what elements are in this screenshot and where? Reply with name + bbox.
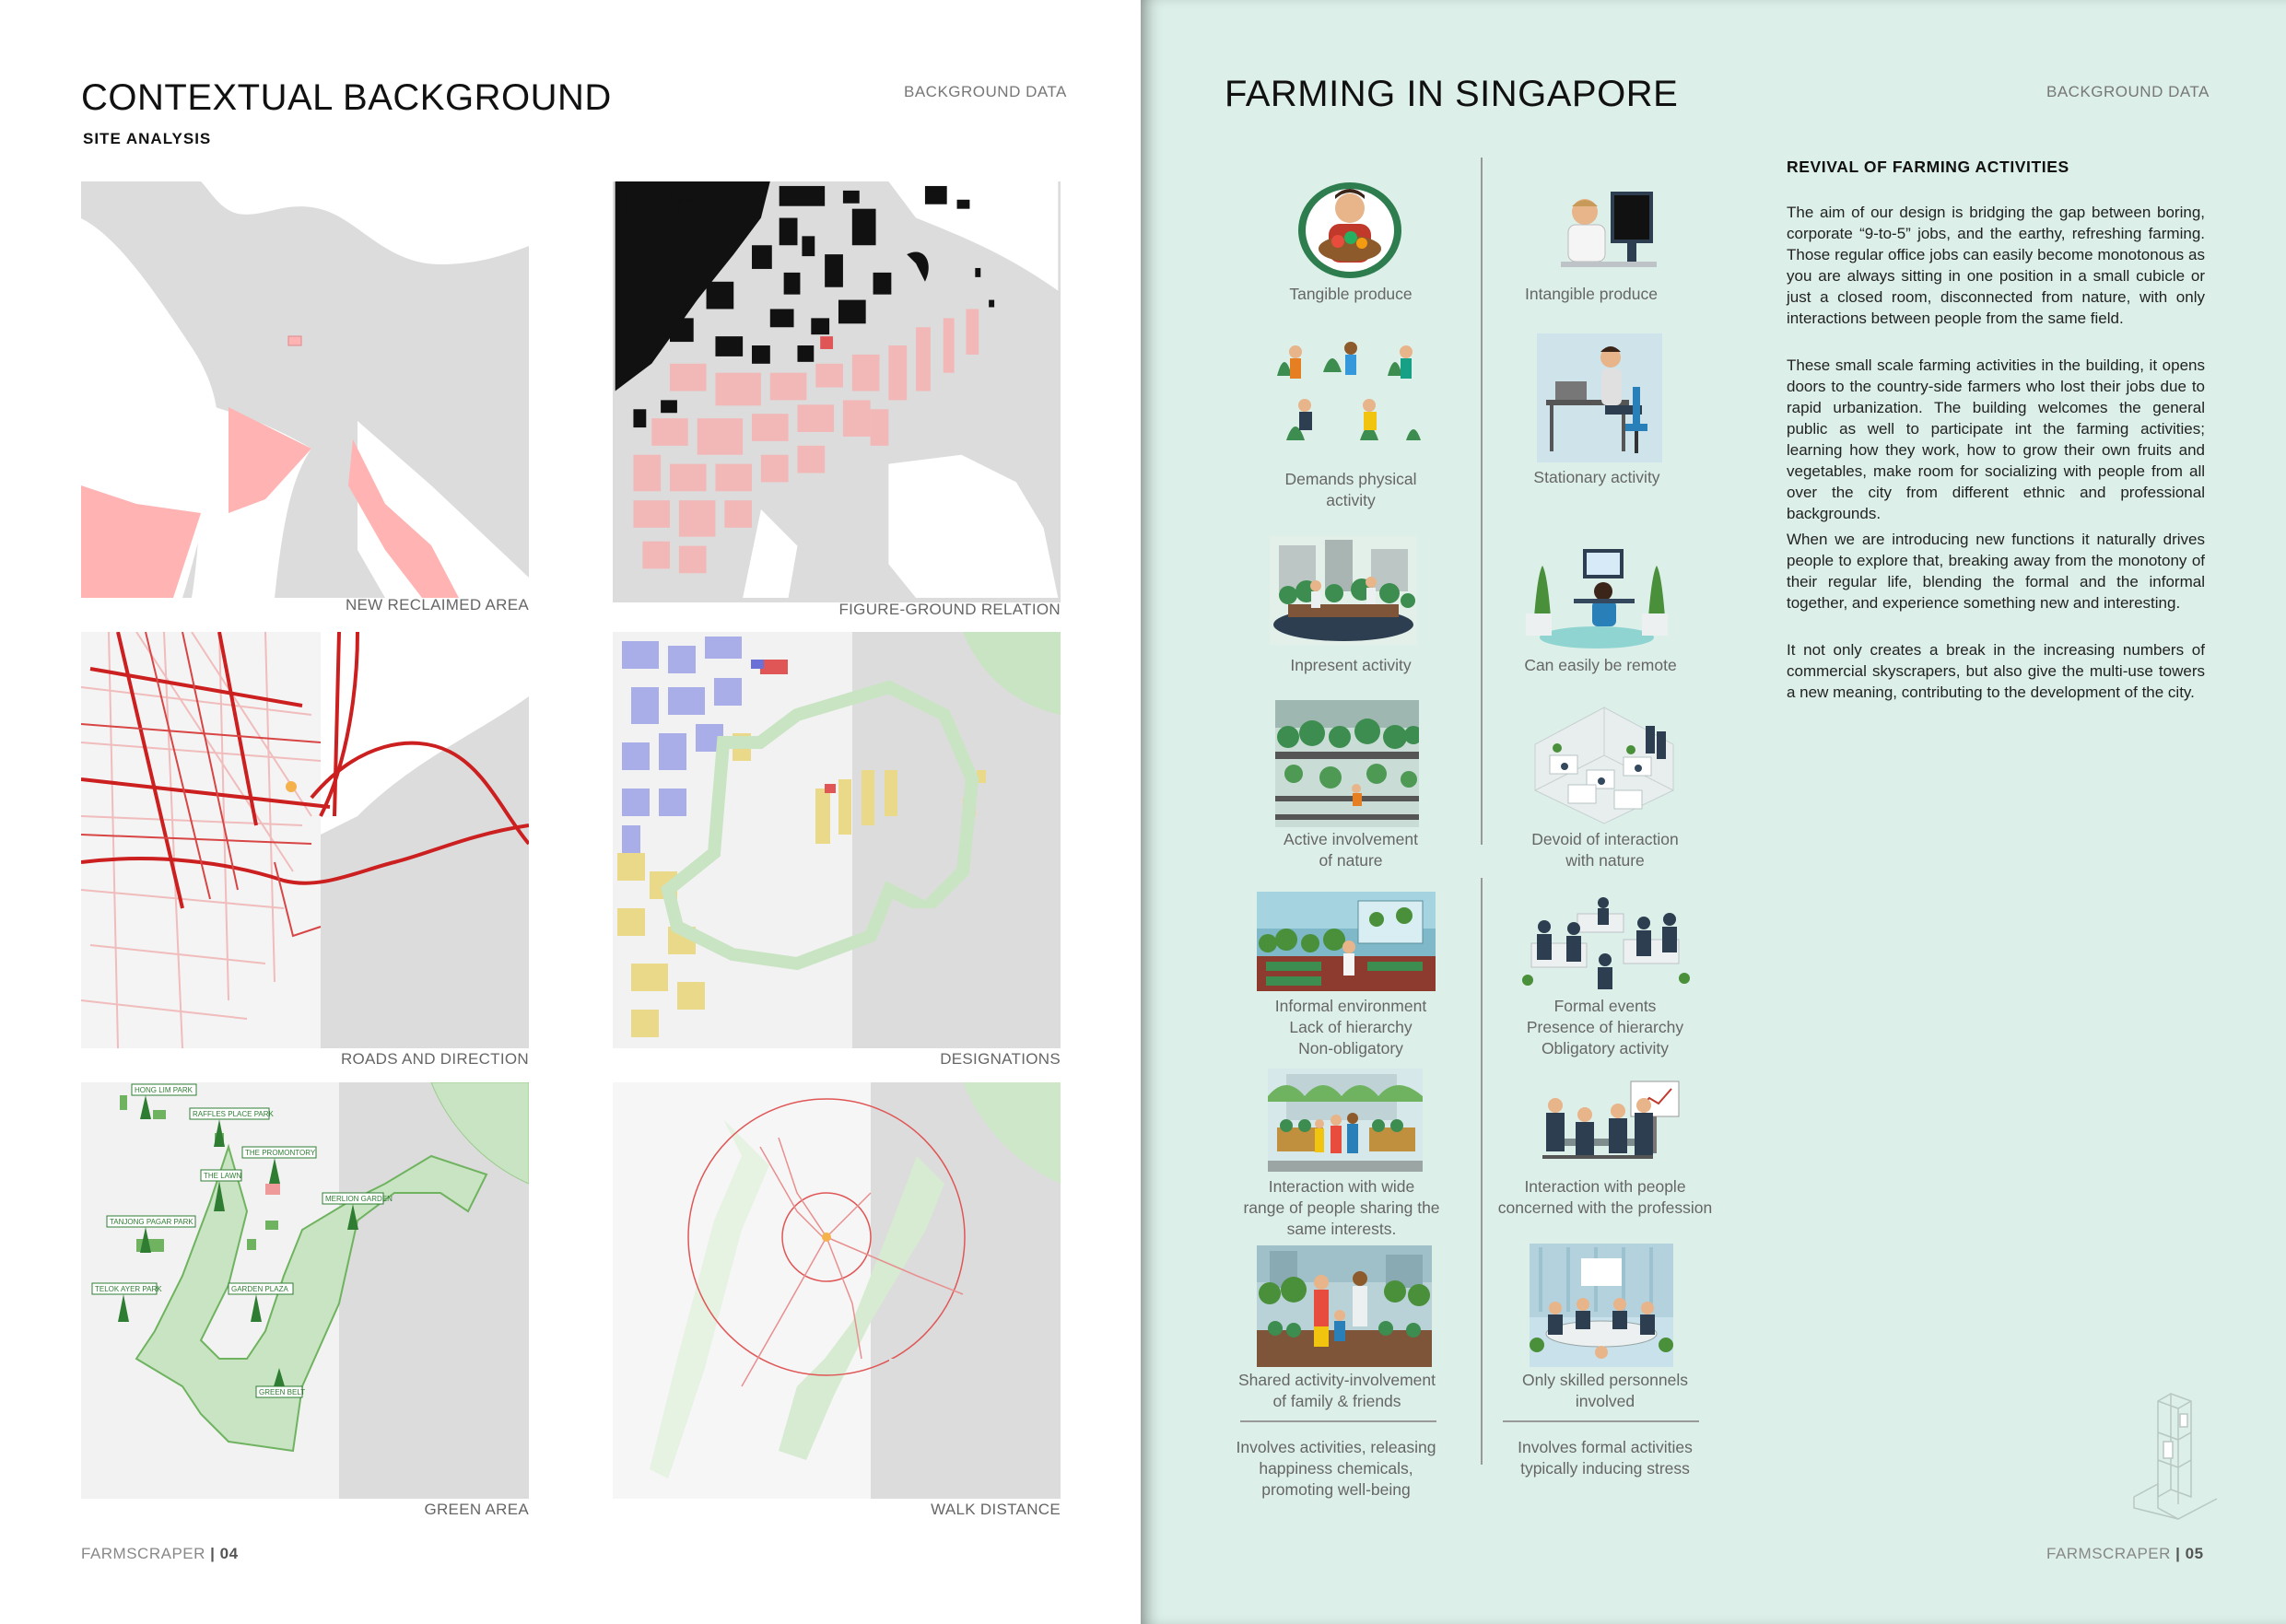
business-meeting-icon — [1522, 892, 1692, 993]
summary-divider-right — [1503, 1420, 1699, 1422]
green-label-3: THE PROMONTORY — [245, 1149, 316, 1157]
body-paragraph-4: It not only creates a break in the incre… — [1787, 641, 2205, 701]
rooftop-farming-icon — [1270, 536, 1417, 645]
footer-page-number-right: 05 — [2185, 1545, 2204, 1562]
office-worker-icon — [1557, 184, 1659, 280]
comparison-right-2: Stationary activity — [1533, 468, 1660, 486]
map-caption: GREEN AREA — [424, 1501, 529, 1518]
community-garden-icon — [1275, 700, 1423, 827]
map-roads-direction — [81, 632, 529, 1048]
column-divider-bottom — [1481, 878, 1483, 1465]
body-paragraph-3: When we are introducing new functions it… — [1787, 531, 2205, 612]
map-roads-svg — [81, 632, 529, 1048]
body-paragraph-2: These small scale farming activities in … — [1787, 356, 2205, 522]
map-caption: ROADS AND DIRECTION — [340, 1050, 529, 1068]
green-label-4: THE LAWN — [204, 1172, 241, 1180]
comparison-right-1: Intangible produce — [1525, 285, 1658, 303]
green-label-2: RAFFLES PLACE PARK — [193, 1110, 275, 1118]
map-caption: FIGURE-GROUND RELATION — [838, 601, 1061, 618]
column-divider-top — [1481, 158, 1483, 845]
gardening-group-icon — [1268, 339, 1434, 450]
summary-left: Involves activities, releasing happiness … — [1236, 1438, 1436, 1499]
comparison-left-2: Demands physical activity — [1284, 470, 1417, 509]
map-green-area: HONG LIM PARK RAFFLES PLACE PARK THE PRO… — [81, 1082, 529, 1499]
office-cubicles-icon — [1531, 702, 1677, 827]
page-title-right: FARMING IN SINGAPORE — [1225, 74, 1679, 114]
comparison-left-7: Shared activity-involvement of family & f… — [1238, 1371, 1436, 1410]
tower-sketch-icon — [2125, 1386, 2226, 1525]
section-tag: BACKGROUND DATA — [904, 83, 1067, 100]
green-label-9: GREEN BELT — [259, 1388, 305, 1396]
comparison-right-7: Only skilled personnels involved — [1522, 1371, 1688, 1410]
remote-worker-icon — [1518, 538, 1675, 650]
map-designations-svg — [613, 632, 1061, 1048]
green-label-8: MERLION GARDEN — [325, 1195, 393, 1203]
green-label-6: TELOK AYER PARK — [95, 1285, 162, 1293]
comparison-right-4: Devoid of interaction with nature — [1531, 830, 1679, 870]
map-new-reclaimed-area — [81, 181, 529, 598]
map-figure-ground-svg — [615, 181, 1059, 598]
family-farming-icon — [1257, 1245, 1432, 1367]
green-label-7: GARDEN PLAZA — [231, 1285, 288, 1293]
comparison-left-3: Inpresent activity — [1290, 656, 1412, 674]
section-tag-right: BACKGROUND DATA — [2046, 83, 2210, 100]
page-title: CONTEXTUAL BACKGROUND — [81, 77, 612, 118]
summary-divider-left — [1240, 1420, 1436, 1422]
comparison-right-6: Interaction with people concerned with th… — [1497, 1177, 1713, 1217]
footer-page-number: 04 — [219, 1545, 239, 1562]
professional-meeting-icon — [1530, 1078, 1690, 1181]
comparison-left-1: Tangible produce — [1289, 285, 1413, 303]
map-figure-ground — [613, 181, 1061, 602]
comparison-right-5: Formal events Presence of hierarchy Obliga… — [1526, 997, 1684, 1057]
page-footer-right: FARMSCRAPER | 05 — [2046, 1545, 2204, 1562]
summary-right: Involves formal activities typically indu… — [1518, 1438, 1693, 1478]
map-walk-svg — [613, 1082, 1061, 1499]
comparison-left-4: Active involvement of nature — [1284, 830, 1418, 870]
comparison-left-6: Interaction with wide range of people sha… — [1243, 1177, 1440, 1238]
market-crowd-icon — [1268, 1069, 1423, 1172]
map-designations — [613, 632, 1061, 1048]
section-heading: REVIVAL OF FARMING ACTIVITIES — [1787, 158, 2069, 176]
comparison-right-3: Can easily be remote — [1524, 656, 1677, 674]
page-subtitle: SITE ANALYSIS — [83, 130, 212, 147]
map-caption: NEW RECLAIMED AREA — [345, 596, 529, 613]
green-label-1: HONG LIM PARK — [135, 1086, 193, 1094]
footer-brand-right: FARMSCRAPER — [2046, 1545, 2171, 1562]
green-label-5: TANJONG PAGAR PARK — [110, 1218, 193, 1226]
footer-brand: FARMSCRAPER — [81, 1545, 205, 1562]
map-walk-distance — [613, 1082, 1061, 1499]
greenhouse-market-icon — [1257, 892, 1436, 991]
map-green-svg: HONG LIM PARK RAFFLES PLACE PARK THE PRO… — [81, 1082, 529, 1499]
desk-worker-icon — [1537, 333, 1662, 462]
farmer-produce-icon — [1290, 173, 1410, 282]
comparison-left-5: Informal environment Lack of hierarchy Non… — [1274, 997, 1427, 1057]
map-caption: WALK DISTANCE — [931, 1501, 1061, 1518]
map-reclaimed-svg — [81, 181, 529, 598]
boardroom-meeting-icon — [1530, 1244, 1673, 1367]
map-caption: DESIGNATIONS — [940, 1050, 1061, 1068]
page-footer: FARMSCRAPER | 04 — [81, 1545, 239, 1562]
body-paragraph-1: The aim of our design is bridging the ga… — [1787, 204, 2205, 327]
left-page: CONTEXTUAL BACKGROUND SITE ANALYSIS BACK… — [0, 0, 1141, 1624]
